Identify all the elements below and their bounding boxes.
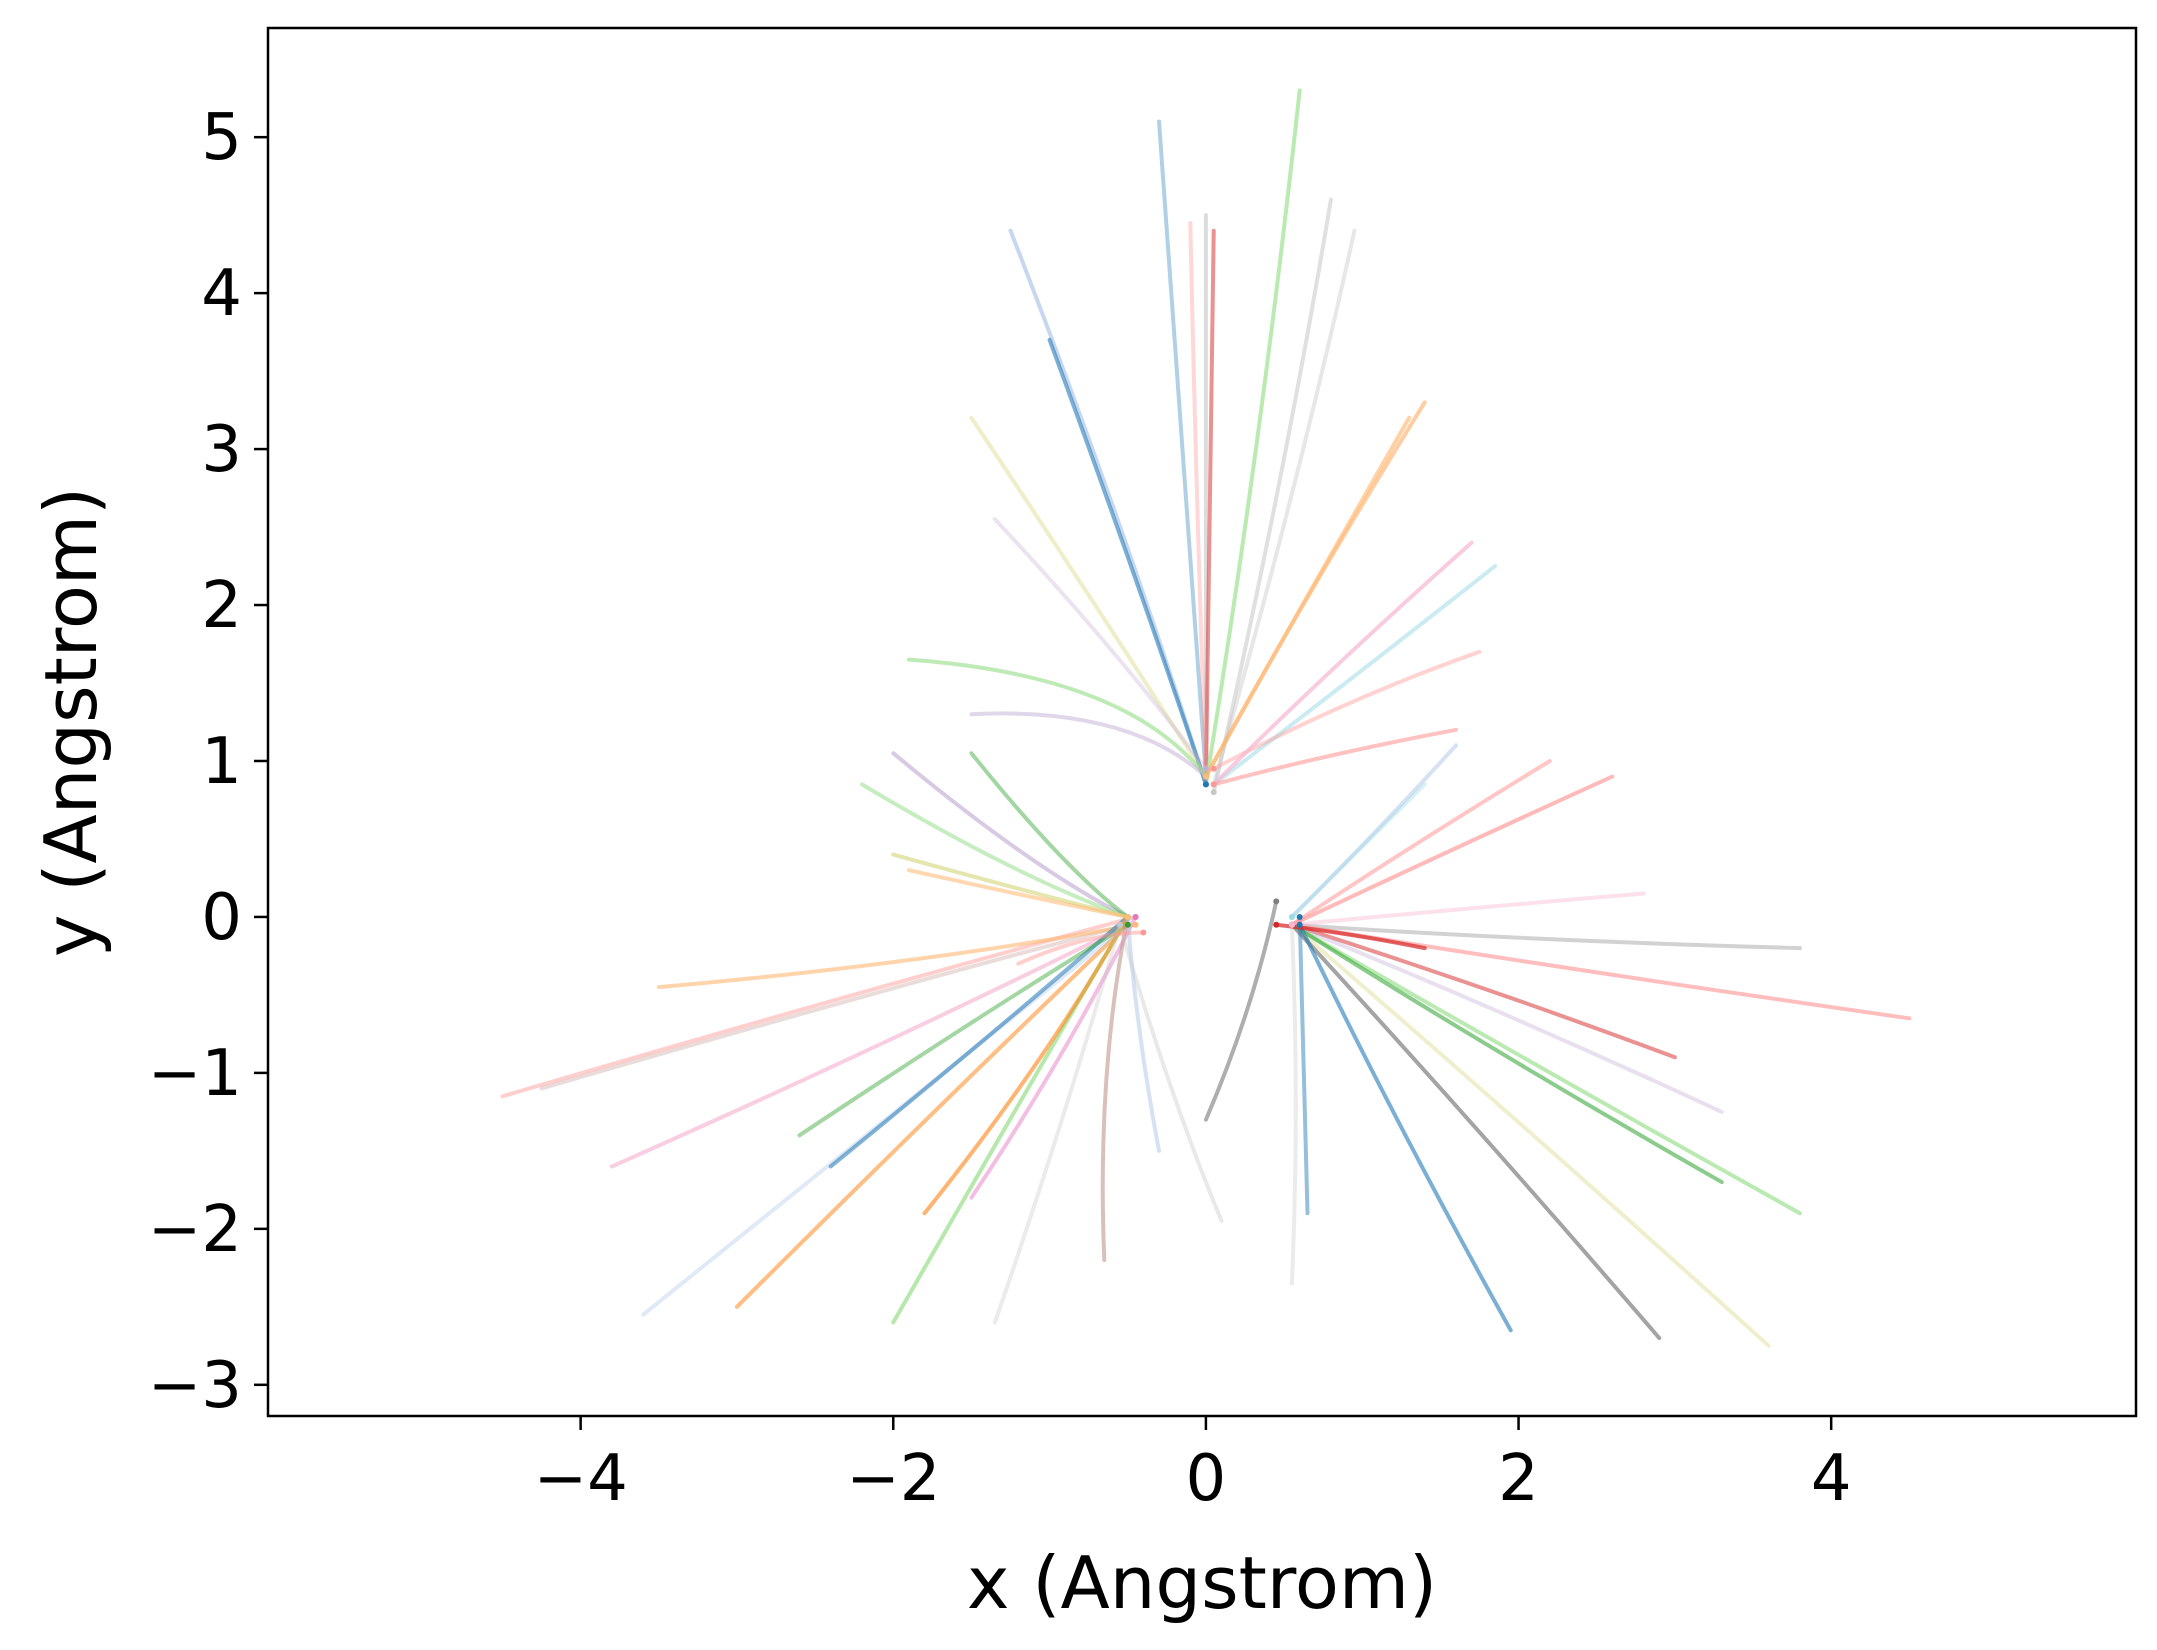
series-line-right-45 — [1289, 922, 1724, 1185]
endpoint-marker-48 — [1296, 921, 1303, 928]
series-line-top-12 — [969, 711, 1208, 779]
endpoint-marker-5 — [1210, 789, 1217, 796]
x-tick-label: −2 — [846, 1442, 940, 1516]
series-line-left-25 — [828, 914, 1130, 1169]
series-line-left-34 — [891, 751, 1130, 919]
series-line-left-31 — [1100, 914, 1130, 1263]
series-line-right-51 — [1203, 899, 1279, 1122]
x-tick-label: −4 — [533, 1442, 627, 1516]
endpoint-marker-16 — [1210, 765, 1217, 772]
endpoint-marker-8 — [1202, 781, 1209, 788]
y-tick-label: 5 — [201, 101, 242, 175]
y-tick-label: −3 — [148, 1349, 242, 1423]
y-tick-label: −1 — [148, 1037, 242, 1111]
y-tick-label: 1 — [201, 725, 242, 799]
x-tick-label: 4 — [1811, 1442, 1852, 1516]
series-line-left-33 — [1117, 922, 1224, 1224]
series-line-right-56 — [1289, 891, 1646, 927]
series-line-left-32 — [1125, 914, 1162, 1153]
series-line-left-35 — [860, 782, 1130, 919]
endpoint-marker-14 — [1202, 773, 1209, 780]
series-line-left-38 — [906, 868, 1130, 919]
series-line-top-14 — [1203, 415, 1412, 779]
axes-frame — [266, 26, 2138, 1418]
endpoint-marker-26 — [1124, 921, 1131, 928]
series-line-left-24 — [609, 922, 1130, 1169]
endpoint-marker-10 — [1202, 765, 1209, 772]
x-axis-ticks: −4 −2 0 2 4 — [533, 1416, 1852, 1516]
series-line-right-48 — [1297, 922, 1513, 1333]
series-line-top-8 — [1047, 337, 1208, 787]
series-line-left-30 — [992, 922, 1122, 1325]
endpoint-marker-33 — [1116, 921, 1123, 928]
endpoint-marker-57 — [1273, 921, 1280, 928]
series-line-right-52 — [1289, 743, 1459, 919]
series-line-left-29 — [969, 914, 1138, 1200]
y-tick-label: 3 — [201, 413, 242, 487]
x-tick-label: 0 — [1186, 1442, 1227, 1516]
series-line-top-10 — [992, 517, 1208, 771]
y-axis-ticks: −3 −2 −1 0 1 2 3 4 5 — [148, 101, 268, 1423]
series-line-top-11 — [906, 657, 1208, 779]
series-line-right-47 — [1289, 922, 1662, 1341]
series-line-top-5 — [1211, 197, 1333, 795]
y-tick-label: 2 — [201, 569, 242, 643]
y-tick-label: 0 — [201, 881, 242, 955]
endpoint-marker-29 — [1132, 913, 1139, 920]
series-line-top-6 — [1211, 228, 1357, 787]
series-line-right-54 — [1289, 774, 1615, 927]
series-line-left-22 — [734, 922, 1130, 1309]
series-line-right-40 — [1289, 922, 1802, 951]
series-line-top-17 — [1211, 540, 1474, 787]
endpoint-marker-39 — [1140, 929, 1147, 936]
y-axis-title: y (Angstrom) — [29, 487, 113, 957]
endpoint-marker-53 — [1288, 913, 1295, 920]
x-tick-label: 2 — [1498, 1442, 1539, 1516]
series-line-left-39 — [1016, 930, 1146, 966]
series-line-left-20 — [539, 922, 1130, 1091]
endpoint-marker-38 — [1124, 913, 1131, 920]
series-line-top-0 — [1157, 119, 1208, 779]
series-line-right-49 — [1297, 914, 1310, 1216]
y-tick-label: 4 — [201, 257, 242, 331]
series-line-top-2 — [1203, 228, 1216, 787]
series-layer — [500, 88, 1912, 1348]
series-line-top-3 — [1188, 220, 1208, 779]
series-line-right-43 — [1289, 922, 1724, 1114]
series-line-top-4 — [1203, 88, 1302, 787]
endpoint-marker-18 — [1210, 781, 1217, 788]
endpoint-marker-51 — [1273, 898, 1280, 905]
series-line-top-9 — [969, 415, 1208, 779]
series-line-right-50 — [1289, 922, 1298, 1286]
series-line-top-18 — [1211, 727, 1459, 787]
series-line-left-26 — [797, 922, 1130, 1138]
series-line-right-53 — [1289, 782, 1427, 919]
series-line-right-55 — [1289, 758, 1552, 927]
series-line-left-36 — [969, 751, 1130, 919]
series-line-right-44 — [1289, 922, 1802, 1216]
series-line-top-15 — [1211, 564, 1498, 787]
y-tick-label: −2 — [148, 1193, 242, 1267]
endpoint-marker-56 — [1288, 921, 1295, 928]
x-axis-title: x (Angstrom) — [967, 1541, 1437, 1625]
series-line-left-28 — [922, 914, 1130, 1216]
endpoint-marker-49 — [1296, 913, 1303, 920]
series-line-right-46 — [1289, 922, 1771, 1348]
endpoint-marker-21 — [1132, 921, 1139, 928]
series-line-right-42 — [1289, 922, 1677, 1060]
series-line-left-21 — [656, 922, 1138, 990]
